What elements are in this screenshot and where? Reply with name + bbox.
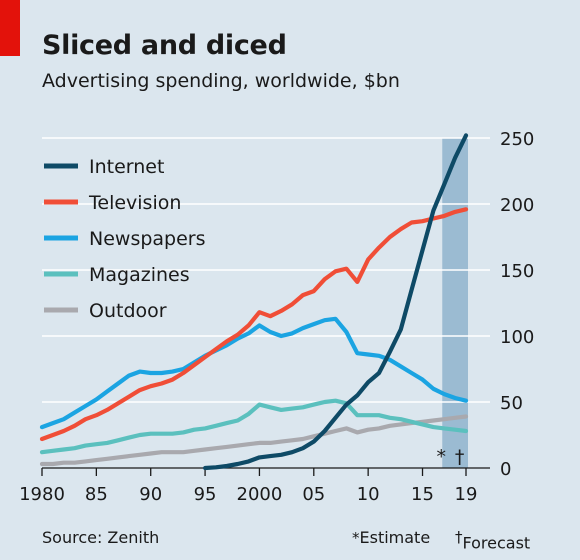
- x-tick-label: 95: [194, 484, 217, 505]
- x-tick-label: 10: [357, 484, 380, 505]
- series-line-magazines: [39, 398, 469, 455]
- series-line-outdoor: [39, 414, 469, 467]
- legend-label-magazines: Magazines: [89, 264, 190, 286]
- chart-title: Sliced and diced: [42, 30, 287, 61]
- y-tick-label: 250: [500, 129, 534, 150]
- x-tick-label: 90: [139, 484, 162, 505]
- y-tick-label: 0: [500, 459, 511, 480]
- forecast-label: Forecast: [462, 533, 531, 553]
- x-tick-label: 1980: [19, 484, 65, 505]
- legend-label-internet: Internet: [89, 156, 164, 178]
- y-tick-label: 150: [500, 261, 534, 282]
- x-tick-label: 2000: [237, 484, 283, 505]
- legend-label-newspapers: Newspapers: [89, 228, 206, 250]
- estimate-symbol: *: [352, 529, 360, 547]
- forecast-shade: [442, 138, 468, 468]
- x-tick-label: 05: [302, 484, 325, 505]
- forecast-note: †Forecast: [455, 528, 530, 552]
- legend-label-television: Television: [88, 192, 181, 214]
- estimate-marker: *: [437, 446, 447, 468]
- legend-label-outdoor: Outdoor: [89, 300, 167, 322]
- chart-subtitle: Advertising spending, worldwide, $bn: [42, 70, 400, 92]
- y-tick-label: 50: [500, 393, 523, 414]
- estimate-note: *Estimate: [352, 528, 430, 547]
- source-note: Source: Zenith: [42, 528, 160, 547]
- series-line-internet: [203, 133, 469, 471]
- x-tick-label: 85: [85, 484, 108, 505]
- y-tick-label: 100: [500, 327, 534, 348]
- forecast-symbol: †: [455, 528, 463, 546]
- line-chart: 0 50 100 150 200 250 1980 85 90 95 2000 05 10 15 19 * † I…: [19, 129, 534, 505]
- brand-tag: [0, 0, 20, 56]
- y-tick-label: 200: [500, 195, 534, 216]
- series-line-newspapers: [39, 316, 469, 430]
- x-tick-label: 15: [411, 484, 434, 505]
- forecast-marker: †: [455, 446, 465, 468]
- x-tick-label: 19: [455, 484, 478, 505]
- series-line-television: [39, 207, 469, 442]
- estimate-label: Estimate: [359, 528, 431, 547]
